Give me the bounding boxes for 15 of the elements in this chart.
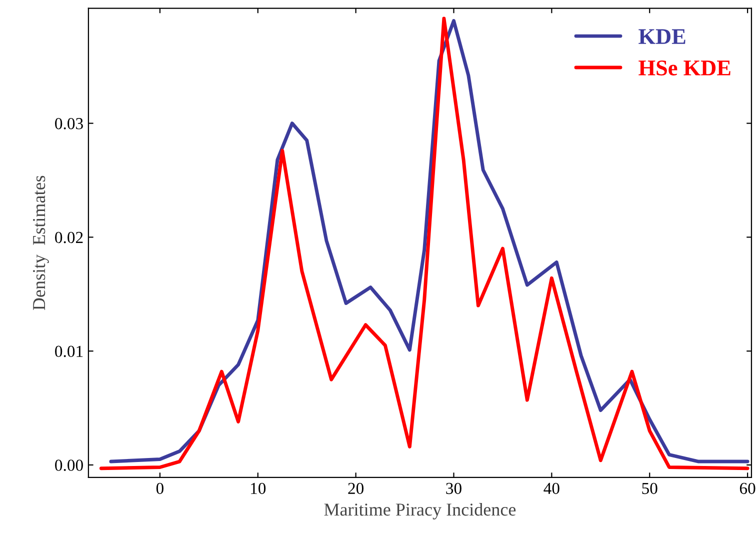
x-tick-label: 30 — [446, 482, 462, 494]
y-tick-label: 0.00 — [55, 460, 83, 471]
legend-label: HSe KDE — [638, 60, 730, 76]
x-tick-label: 40 — [544, 482, 560, 494]
y-tick-label: 0.01 — [55, 346, 83, 358]
x-tick-label: 20 — [348, 482, 364, 494]
x-tick-label: 50 — [642, 482, 658, 494]
y-tick-label: 0.02 — [55, 232, 83, 244]
x-axis-title: Maritime Piracy Incidence — [324, 503, 516, 520]
x-tick-label: 0 — [156, 482, 164, 494]
x-tick-label: 60 — [740, 482, 756, 494]
y-tick-label: 0.03 — [55, 118, 83, 130]
x-tick-label: 10 — [251, 482, 266, 494]
y-axis-title: Density Estimates — [33, 176, 49, 310]
legend-label: KDE — [638, 29, 686, 44]
